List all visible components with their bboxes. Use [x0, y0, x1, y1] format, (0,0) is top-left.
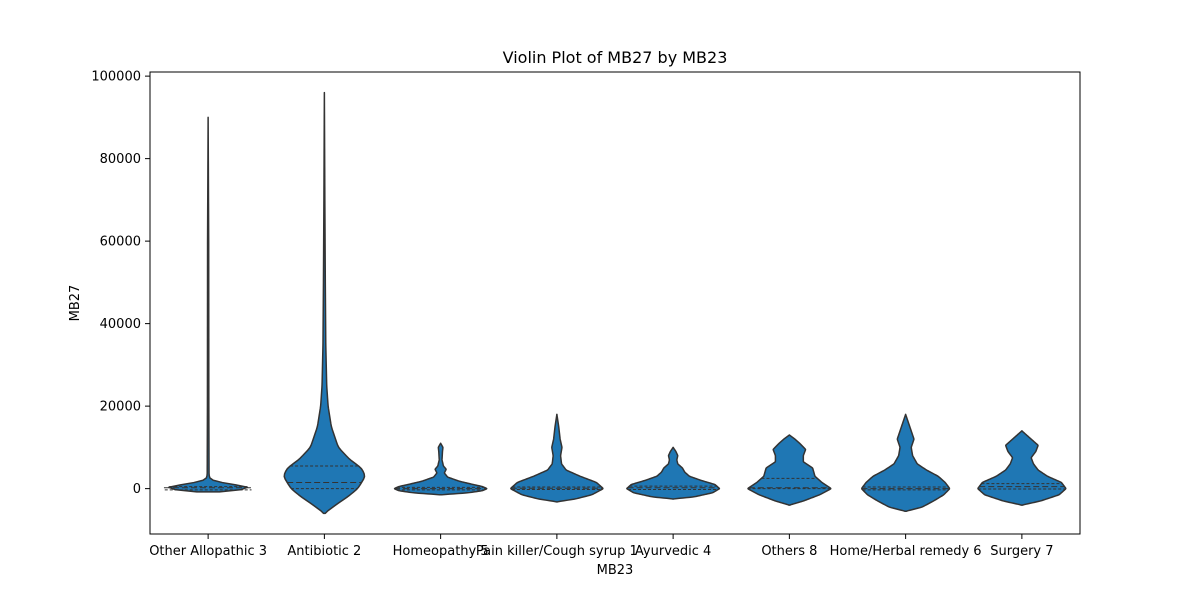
y-tick-label-0: 0	[133, 482, 141, 497]
x-axis-label: MB23	[597, 563, 634, 578]
y-tick-label-100000: 100000	[91, 70, 141, 85]
x-tick-label-2: Antibiotic 2	[287, 544, 361, 559]
x-tick-label-1: Other Allopathic 3	[149, 544, 267, 559]
x-tick-label-3: Homeopathy 5	[393, 544, 489, 559]
x-tick-label-4: Pain killer/Cough syrup 1	[476, 544, 638, 559]
x-tick-label-8: Surgery 7	[990, 544, 1053, 559]
y-tick-label-80000: 80000	[100, 152, 141, 167]
x-tick-label-7: Home/Herbal remedy 6	[830, 544, 982, 559]
y-tick-label-20000: 20000	[100, 400, 141, 415]
x-tick-label-6: Others 8	[761, 544, 817, 559]
x-tick-label-5: Ayurvedic 4	[635, 544, 711, 559]
y-axis-label: MB27	[68, 285, 83, 322]
chart-title: Violin Plot of MB27 by MB23	[503, 48, 728, 67]
y-tick-label-40000: 40000	[100, 317, 141, 332]
y-tick-label-60000: 60000	[100, 235, 141, 250]
